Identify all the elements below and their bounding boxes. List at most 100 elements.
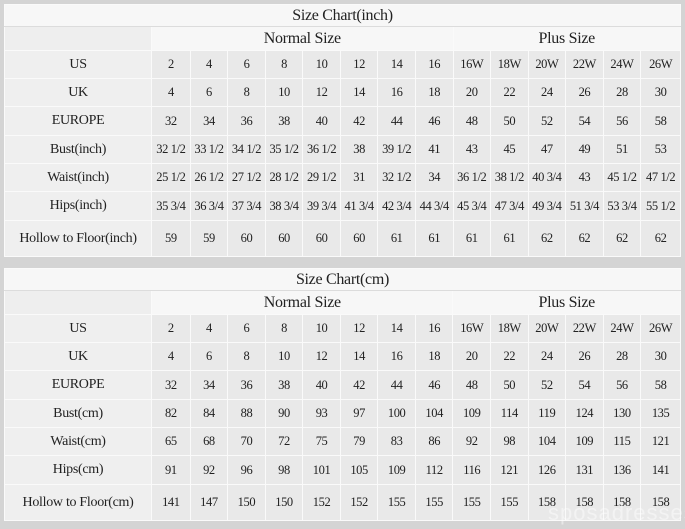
table-cell: 53 3/4 [602,191,642,221]
table-row: UK 4 6 8 10 12 14 16 18 20 22 24 26 28 30 [3,342,681,371]
table-cell: 6 [189,342,229,371]
table-cell: 18W [490,314,529,343]
table-cell: 92 [189,455,229,485]
table-cell: 36 [227,370,266,400]
table-cell: 48 [452,370,492,400]
group-header-row: Normal Size Plus Size [3,26,681,51]
table-row: Bust(inch) 32 1/2 33 1/2 34 1/2 35 1/2 36 1/2… [3,135,681,164]
table-cell: 82 [151,399,191,428]
table-cell: 155 [414,484,454,521]
table-cell: 18 [414,78,454,107]
table-cell: 16 [377,342,416,371]
table-cell: 56 [602,106,642,136]
table-cell: 54 [565,106,604,136]
table-cell: 150 [264,484,304,521]
size-chart-cm: Size Chart(cm) Normal Size Plus Size US 2 4 6 8… [3,268,681,521]
table-cell: 28 [602,342,642,371]
table-cell: 38 [264,106,304,136]
table-cell: 136 [602,455,642,485]
table-cell: 26 [565,342,604,371]
table-cell: 84 [189,399,229,428]
table-row: US 2 4 6 8 10 12 14 16 16W 18W 20W 22W 24W 26W [3,314,681,343]
table-cell: 98 [490,427,529,456]
table-cell: 60 [302,220,341,257]
row-label: US [3,50,153,79]
table-cell: 150 [227,484,266,521]
table-cell: 65 [151,427,191,456]
table-row: Hips(inch) 35 3/4 36 3/4 37 3/4 38 3/4 39 3/4… [3,191,681,221]
table-cell: 155 [452,484,492,521]
table-cell: 38 [339,135,379,164]
table-cell: 32 1/2 [377,163,416,192]
table-cell: 61 [414,220,454,257]
table-cell: 27 1/2 [227,163,266,192]
table-cell: 12 [339,314,379,343]
table-cell: 70 [227,427,266,456]
table-cell: 48 [452,106,492,136]
table-cell: 41 3/4 [339,191,379,221]
row-label: Hips(cm) [3,455,153,485]
row-label: Bust(cm) [3,399,153,428]
table-cell: 44 3/4 [414,191,454,221]
table-cell: 18 [414,342,454,371]
table-cell: 6 [227,314,266,343]
table-cell: 56 [602,370,642,400]
table-cell: 20W [527,314,567,343]
table-cell: 20W [527,50,567,79]
row-label: EUROPE [3,370,153,400]
table-cell: 158 [527,484,567,521]
table-cell: 51 [602,135,642,164]
table-row: US 2 4 6 8 10 12 14 16 16W 18W 20W 22W 24W 26W [3,50,681,79]
table-cell: 10 [264,78,304,107]
table-cell: 31 [339,163,379,192]
table-cell: 16 [414,314,454,343]
chart-title: Size Chart(inch) [4,4,681,27]
table-cell: 32 1/2 [151,135,191,164]
table-cell: 8 [264,314,304,343]
table-cell: 34 [189,370,229,400]
table-cell: 34 [414,163,454,192]
table-cell: 10 [264,342,304,371]
table-cell: 43 [565,163,604,192]
table-cell: 62 [602,220,642,257]
table-cell: 44 [377,370,416,400]
table-cell: 30 [640,342,681,371]
table-cell: 44 [377,106,416,136]
table-cell: 130 [602,399,642,428]
table-cell: 8 [227,78,266,107]
table-cell: 22W [565,50,604,79]
row-label: EUROPE [3,106,153,136]
table-cell: 16 [377,78,416,107]
table-cell: 10 [302,314,341,343]
table-cell: 46 [414,106,454,136]
table-cell: 98 [264,455,304,485]
table-cell: 72 [264,427,304,456]
table-cell: 158 [602,484,642,521]
table-cell: 62 [527,220,567,257]
table-cell: 50 [490,106,529,136]
table-cell: 62 [565,220,604,257]
table-cell: 20 [452,78,492,107]
table-cell: 55 1/2 [640,191,681,221]
table-cell: 30 [640,78,681,107]
table-cell: 104 [414,399,454,428]
table-cell: 60 [339,220,379,257]
table-cell: 158 [640,484,681,521]
table-cell: 18W [490,50,529,79]
row-label: Waist(cm) [3,427,153,456]
table-cell: 16 [414,50,454,79]
table-row: UK 4 6 8 10 12 14 16 18 20 22 24 26 28 30 [3,78,681,107]
table-row: Waist(inch) 25 1/2 26 1/2 27 1/2 28 1/2 29 1/… [3,163,681,192]
table-cell: 40 3/4 [527,163,567,192]
chart-title: Size Chart(cm) [4,268,681,291]
watermark: sposadresses [548,500,685,525]
table-row: EUROPE 32 34 36 38 40 42 44 46 48 50 52 54 56 58 [3,370,681,400]
table-cell: 26 1/2 [189,163,229,192]
table-cell: 40 [302,370,341,400]
table-cell: 96 [227,455,266,485]
table-cell: 24 [527,342,567,371]
table-cell: 35 3/4 [151,191,191,221]
table-cell: 35 1/2 [264,135,304,164]
table-cell: 4 [189,314,229,343]
row-label: US [3,314,153,343]
